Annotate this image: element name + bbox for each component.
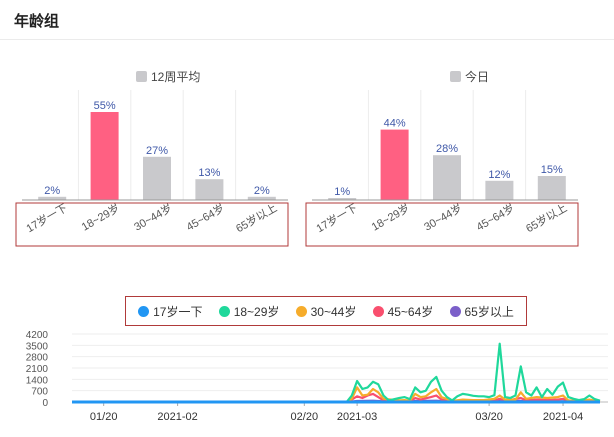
legend-label: 30~44岁: [310, 304, 357, 319]
legend-item-1[interactable]: 18~29岁: [218, 303, 280, 320]
legend-swatch-icon: [136, 71, 147, 82]
bar-chart-1-legend-label: 12周平均: [151, 70, 201, 84]
x-tick-label: 02/20: [291, 411, 319, 423]
legend-label: 18~29岁: [233, 304, 280, 319]
y-tick-label: 2800: [26, 353, 49, 364]
y-tick-label: 4200: [26, 330, 49, 341]
bar-value-label: 1%: [334, 186, 350, 198]
legend-label: 65岁以上: [464, 304, 514, 319]
bar-chart-2-legend-label: 今日: [465, 70, 490, 84]
x-tick-label: 2021-02: [157, 411, 197, 423]
bar-chart-avg: 2% 17岁一下 55% 18~29岁 27% 30~44岁 13% 45~64岁 2% 65岁以…: [15, 90, 289, 247]
bar-value-label: 15%: [541, 164, 563, 176]
bar-value-label: 44%: [384, 118, 406, 130]
bar-chart-today: 1% 17岁一下 44% 18~29岁 28% 30~44岁 12% 45~64岁 15% 65岁…: [305, 90, 579, 247]
category-label: 45~64岁: [184, 200, 227, 233]
bar: [247, 196, 276, 200]
category-label: 45~64岁: [474, 200, 517, 233]
y-tick-label: 2100: [26, 364, 49, 375]
bar: [537, 176, 566, 200]
category-label: 17岁一下: [24, 200, 70, 235]
bar: [195, 179, 224, 200]
y-tick-label: 3500: [26, 341, 49, 352]
bar: [143, 156, 171, 200]
x-tick-label: 2021-04: [543, 411, 583, 423]
legend-dot-icon: [295, 305, 307, 317]
y-tick-label: 1400: [26, 375, 49, 386]
category-label: 18~29岁: [79, 200, 122, 233]
bar-value-label: 55%: [94, 100, 116, 112]
category-label: 30~44岁: [421, 200, 464, 233]
y-tick-label: 700: [31, 387, 48, 398]
x-tick-label: 2021-03: [337, 411, 377, 423]
legend-dot-icon: [138, 305, 150, 317]
x-tick-label: 03/20: [475, 411, 503, 423]
legend-label: 17岁一下: [153, 304, 203, 319]
legend-dot-icon: [372, 305, 384, 317]
bar-value-label: 2%: [44, 185, 60, 197]
bar-value-label: 28%: [436, 143, 458, 155]
category-label: 17岁一下: [314, 200, 360, 235]
category-label: 18~29岁: [369, 200, 412, 233]
bar-chart-1-legend[interactable]: 12周平均: [136, 68, 200, 85]
bar: [328, 198, 357, 200]
bar: [485, 180, 514, 200]
category-label: 65岁以上: [523, 200, 569, 235]
legend-dot-icon: [218, 305, 230, 317]
bar: [433, 155, 461, 200]
bar: [38, 196, 67, 200]
bar: [380, 129, 409, 200]
y-tick-label: 0: [42, 398, 48, 409]
legend-swatch-icon: [450, 71, 461, 82]
bar-value-label: 13%: [198, 167, 220, 179]
bar-value-label: 27%: [146, 145, 168, 157]
x-tick-label: 01/20: [90, 411, 118, 423]
line-chart-legend: 17岁一下 18~29岁 30~44岁 45~64岁 65岁以上: [125, 296, 527, 326]
bar-value-label: 2%: [254, 185, 270, 197]
legend-item-3[interactable]: 45~64岁: [372, 303, 434, 320]
legend-item-2[interactable]: 30~44岁: [295, 303, 357, 320]
category-label: 30~44岁: [131, 200, 174, 233]
bar-value-label: 12%: [488, 169, 510, 181]
category-highlight-box: [305, 202, 579, 247]
legend-dot-icon: [449, 305, 461, 317]
bar-chart-2-legend[interactable]: 今日: [450, 68, 489, 85]
bar: [90, 112, 119, 200]
category-label: 65岁以上: [233, 200, 279, 235]
legend-item-0[interactable]: 17岁一下: [138, 303, 202, 320]
legend-label: 45~64岁: [387, 304, 434, 319]
section-header: 年龄组: [0, 0, 614, 40]
series-line: [72, 342, 601, 404]
series-line: [72, 386, 601, 404]
category-highlight-box: [15, 202, 289, 247]
legend-item-4[interactable]: 65岁以上: [449, 303, 514, 320]
section-title: 年龄组: [14, 13, 60, 30]
